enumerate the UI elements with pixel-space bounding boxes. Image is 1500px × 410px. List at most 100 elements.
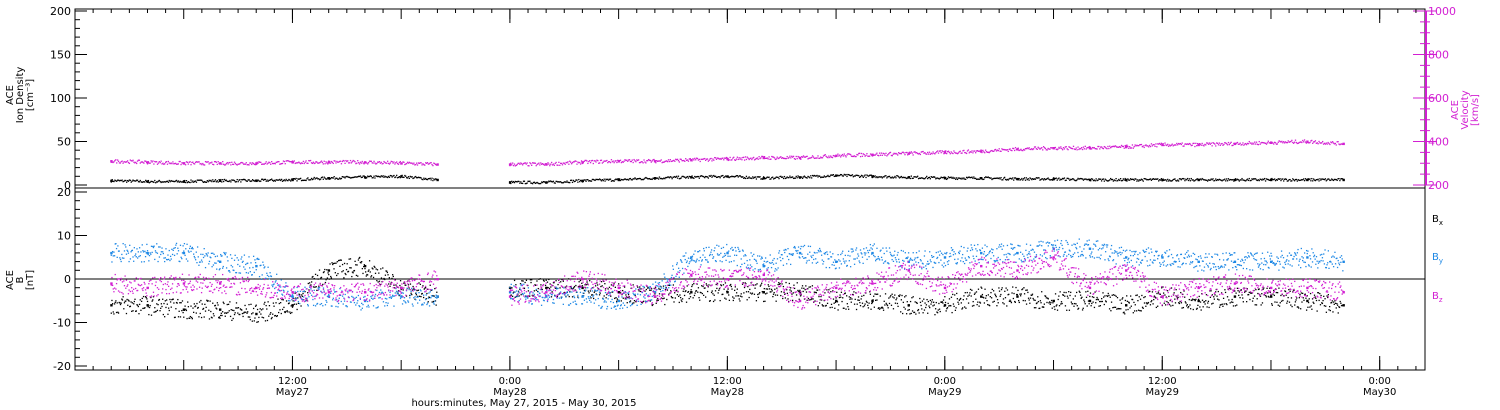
trace-point xyxy=(410,162,412,164)
trace-point xyxy=(658,176,661,178)
trace-point xyxy=(1272,178,1274,181)
trace-point xyxy=(639,161,642,164)
trace-point xyxy=(601,285,603,287)
trace-point xyxy=(974,150,976,152)
trace-point xyxy=(417,162,420,164)
trace-point xyxy=(1332,179,1335,182)
trace-point xyxy=(136,304,138,306)
trace-point xyxy=(290,305,292,307)
trace-point xyxy=(1257,292,1259,295)
trace-point xyxy=(318,286,320,288)
trace-point xyxy=(1219,144,1221,146)
trace-point xyxy=(772,156,775,158)
trace-point xyxy=(235,163,237,166)
trace-point xyxy=(1162,178,1164,180)
trace-point xyxy=(584,284,586,286)
trace-point xyxy=(1161,143,1163,145)
trace-point xyxy=(630,287,632,289)
trace-point xyxy=(128,162,131,165)
trace-point xyxy=(212,264,215,266)
trace-point xyxy=(332,262,335,265)
trace-point xyxy=(377,175,379,178)
trace-point xyxy=(334,262,336,264)
trace-point xyxy=(421,292,423,295)
trace-point xyxy=(804,288,806,291)
trace-point xyxy=(541,163,543,165)
trace-point xyxy=(874,293,876,295)
trace-point xyxy=(239,179,241,181)
trace-point xyxy=(930,303,932,305)
trace-point xyxy=(414,298,416,300)
trace-point xyxy=(990,177,992,179)
trace-point xyxy=(1278,178,1280,180)
trace-point xyxy=(361,260,363,263)
trace-point xyxy=(518,180,520,183)
trace-point xyxy=(784,157,787,160)
trace-point xyxy=(241,256,243,258)
trace-point xyxy=(148,260,150,262)
trace-point xyxy=(1133,310,1136,312)
trace-point xyxy=(581,162,584,165)
trace-point xyxy=(254,259,256,261)
trace-point xyxy=(172,161,174,163)
trace-point xyxy=(731,288,733,290)
trace-point xyxy=(1323,178,1326,181)
trace-point xyxy=(699,160,701,163)
trace-point xyxy=(724,282,727,284)
trace-point xyxy=(232,269,234,271)
trace-point xyxy=(953,177,955,180)
trace-point xyxy=(946,152,948,155)
trace-point xyxy=(238,179,240,181)
trace-point xyxy=(1255,288,1257,291)
trace-point xyxy=(972,300,974,303)
trace-point xyxy=(542,180,545,183)
trace-point xyxy=(423,288,425,290)
trace-point xyxy=(186,161,189,163)
trace-point xyxy=(165,161,168,163)
trace-point xyxy=(1213,142,1215,145)
trace-point xyxy=(1250,179,1252,182)
trace-point xyxy=(525,295,527,297)
trace-point xyxy=(956,298,959,300)
trace-point xyxy=(935,152,937,154)
trace-point xyxy=(203,164,205,166)
trace-point xyxy=(322,163,324,165)
trace-point xyxy=(1263,142,1265,144)
trace-point xyxy=(641,178,643,181)
trace-point xyxy=(304,290,306,293)
trace-point xyxy=(230,264,232,267)
trace-point xyxy=(1087,300,1090,302)
trace-point xyxy=(550,296,553,298)
trace-point xyxy=(216,163,218,166)
trace-point xyxy=(796,177,798,179)
trace-point xyxy=(1090,180,1092,182)
trace-point xyxy=(1294,139,1297,141)
trace-point xyxy=(790,287,792,289)
trace-point xyxy=(371,177,373,179)
trace-point xyxy=(633,302,635,304)
trace-point xyxy=(1026,178,1028,181)
trace-point xyxy=(176,181,179,183)
trace-point xyxy=(215,262,217,264)
trace-point xyxy=(1284,178,1287,180)
trace-point xyxy=(357,160,359,162)
trace-point xyxy=(817,155,819,157)
trace-point xyxy=(328,278,331,280)
trace-point xyxy=(327,163,329,165)
trace-point xyxy=(805,177,807,179)
trace-point xyxy=(743,159,746,161)
trace-point xyxy=(190,164,192,166)
trace-point xyxy=(886,304,889,307)
trace-point xyxy=(815,291,817,294)
trace-point xyxy=(631,302,634,304)
trace-point xyxy=(1036,148,1038,150)
trace-point xyxy=(116,180,118,182)
trace-point xyxy=(869,174,872,176)
trace-point xyxy=(1148,144,1151,147)
trace-point xyxy=(1293,142,1295,144)
trace-point xyxy=(893,152,895,154)
trace-point xyxy=(1144,178,1146,180)
trace-point xyxy=(515,164,517,167)
trace-point xyxy=(375,268,377,270)
trace-point xyxy=(1002,298,1005,300)
